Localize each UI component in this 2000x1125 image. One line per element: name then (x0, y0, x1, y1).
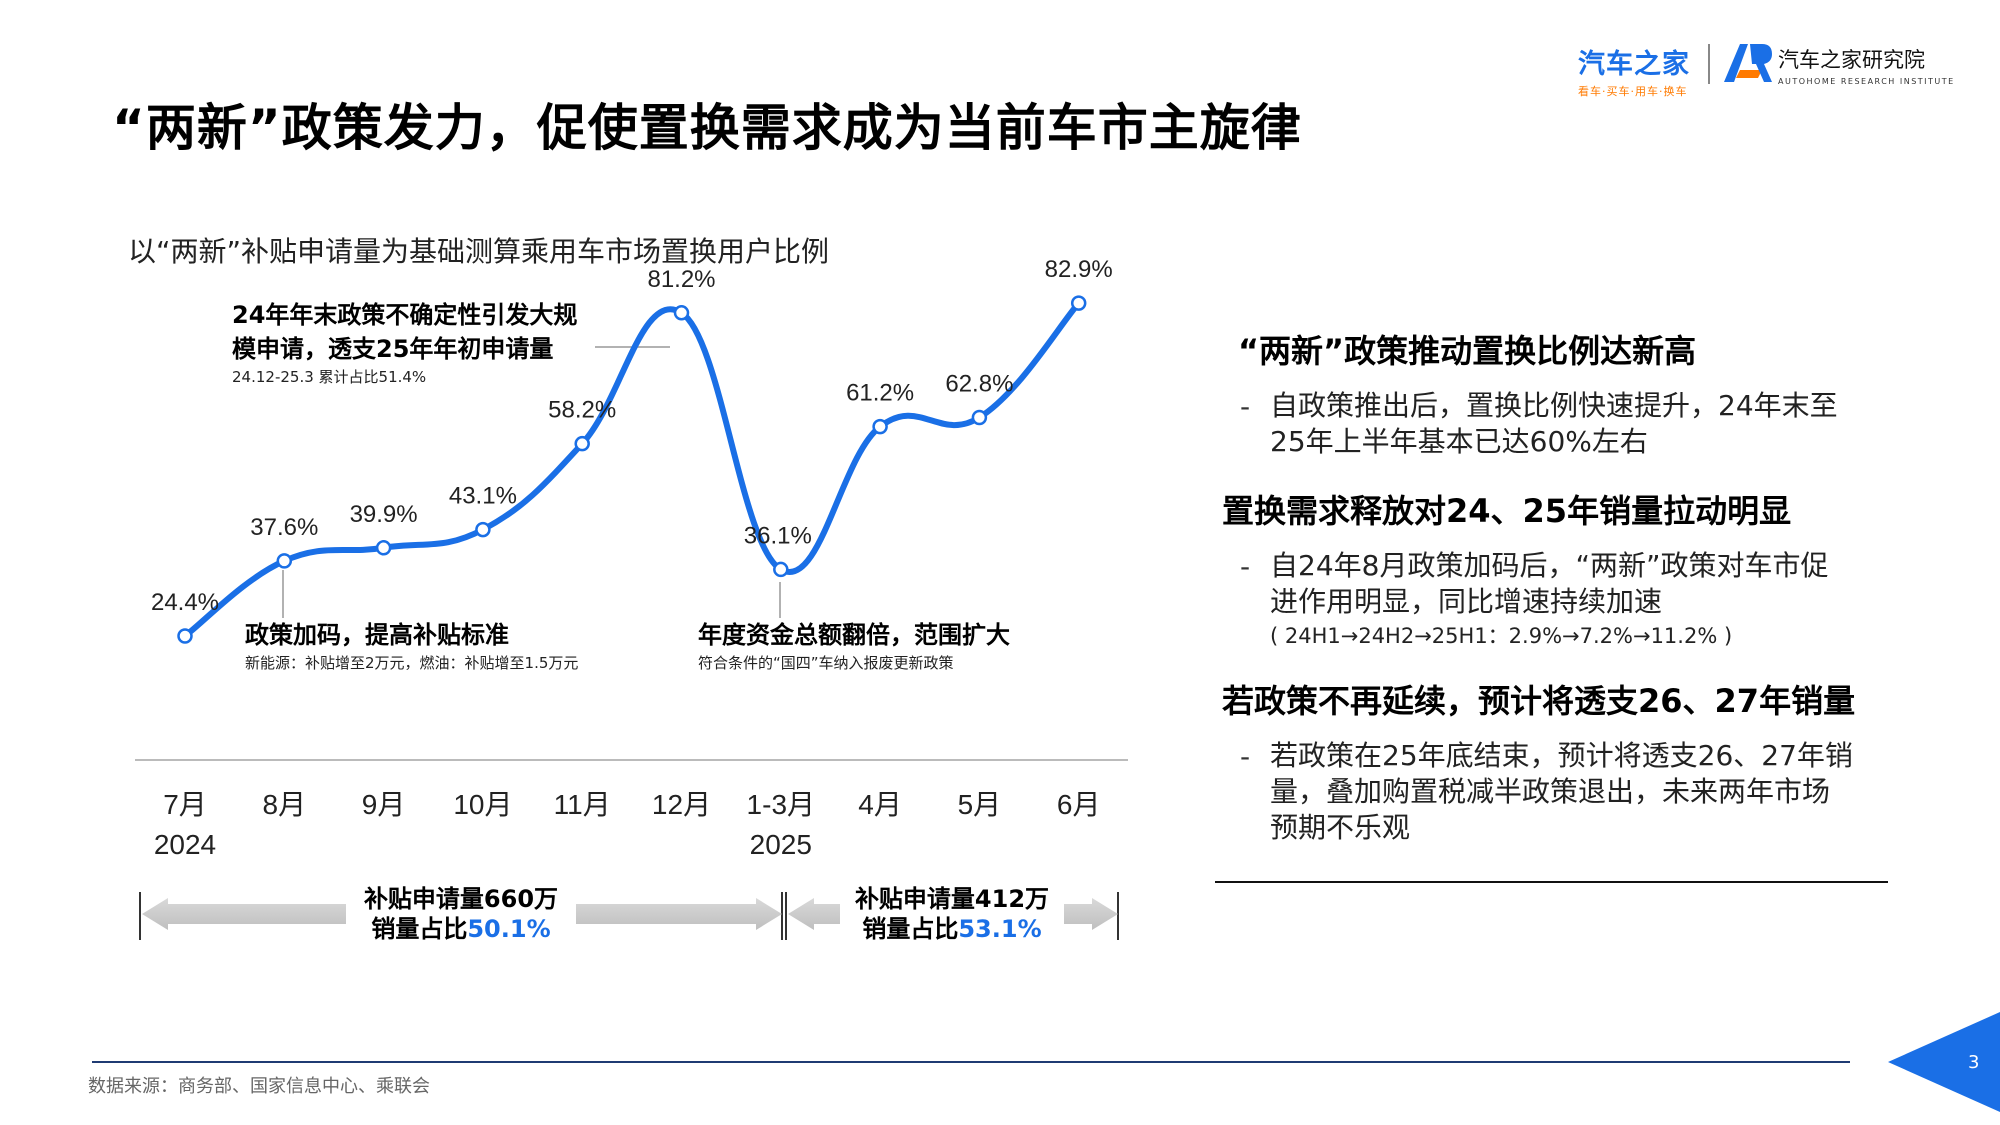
x-tick-label-2: 8月 (263, 789, 307, 820)
right-section-1-line1: 自政策推出后，置换比例快速提升，24年末至 (1270, 389, 1838, 422)
right-section-1-heading: “两新”政策推动置换比例达新高 (1238, 332, 1697, 370)
period-bar-1-prefix: 销量占比 (371, 915, 468, 943)
autohome-logo-slogan: 看车·买车·用车·换车 (1578, 85, 1688, 98)
right-section-2-line1: 自24年8月政策加码后，“两新”政策对车市促 (1270, 549, 1829, 582)
period-bar-1-line1: 补贴申请量660万 (363, 885, 559, 913)
annotation-1-sub: 24.12-25.3 累计占比51.4% (232, 368, 427, 386)
right-section-3-dash: - (1240, 740, 1251, 773)
annotation-3-line1: 年度资金总额翻倍，范围扩大 (698, 621, 1010, 649)
x-year-label-7: 2025 (750, 829, 812, 860)
annotation-1: 24年年末政策不确定性引发大规 模申请，透支25年年初申请量 24.12-25.… (232, 298, 577, 387)
data-label-6: 81.2% (647, 266, 715, 293)
x-tick-labels: 7月 2024 8月 9月 10月 11月 12月 1-3月 2025 4月 5月 6月 (154, 789, 1101, 860)
data-label-5: 58.2% (548, 397, 616, 424)
x-tick-label-6: 12月 (652, 789, 711, 820)
right-section-1-line2: 25年上半年基本已达60%左右 (1270, 425, 1648, 458)
annotation-2: 政策加码，提高补贴标准 新能源：补贴增至2万元，燃油：补贴增至1.5万元 (245, 618, 578, 673)
annotation-2-sub: 新能源：补贴增至2万元，燃油：补贴增至1.5万元 (245, 654, 579, 672)
right-section-3-heading: 若政策不再延续，预计将透支26、27年销量 (1222, 682, 1856, 720)
annotation-3-sub: 符合条件的“国四”车纳入报废更新政策 (698, 654, 954, 672)
chart-title: 以“两新”补贴申请量为基础测算乘用车市场置换用户比例 (128, 235, 830, 268)
data-label-8: 61.2% (846, 380, 914, 407)
page-title: “两新”政策发力，促使置换需求成为当前车市主旋律 (112, 99, 1302, 157)
annotation-3: 年度资金总额翻倍，范围扩大 符合条件的“国四”车纳入报废更新政策 (698, 618, 1010, 673)
annotation-2-line1: 政策加码，提高补贴标准 (245, 621, 509, 649)
x-tick-label-1: 7月 (163, 789, 207, 820)
right-section-2-line2: 进作用明显，同比增速持续加速 (1270, 585, 1663, 618)
logo-divider (1708, 44, 1710, 84)
data-label-9: 62.8% (945, 371, 1013, 398)
period-bar-2-label: 补贴申请量412万 销量占比53.1% (840, 884, 1064, 944)
right-section-2-dash: - (1240, 550, 1251, 583)
data-label-4: 43.1% (449, 483, 517, 510)
data-labels: 24.4% 37.6% 39.9% 43.1% 58.2% 81.2% 36.1% 61.2%… (151, 256, 1113, 616)
annotation-1-line2: 模申请，透支25年年初申请量 (232, 335, 554, 363)
data-point-5 (574, 435, 590, 452)
x-tick-label-7: 1-3月 (747, 789, 815, 820)
period-bar-1-label: 补贴申请量660万 销量占比50.1% (346, 884, 576, 944)
right-section-1-text: 自政策推出后，置换比例快速提升，24年末至 25年上半年基本已达60%左右 (1270, 388, 1838, 460)
x-tick-label-4: 10月 (453, 789, 512, 820)
data-point-2 (276, 553, 293, 569)
right-section-2-heading: 置换需求释放对24、25年销量拉动明显 (1222, 492, 1792, 530)
autohome-logo-name: 汽车之家 (1578, 49, 1690, 80)
right-section-2-extra: ( 24H1→24H2→25H1：2.9%→7.2%→11.2% ) (1270, 624, 1733, 648)
data-label-1: 24.4% (151, 589, 219, 616)
right-section-3-line1: 若政策在25年底结束，预计将透支26、27年销 (1270, 739, 1853, 772)
data-label-10: 82.9% (1045, 256, 1113, 283)
data-point-6 (673, 305, 690, 321)
annotation-1-line1: 24年年末政策不确定性引发大规 (232, 301, 578, 329)
data-label-3: 39.9% (350, 501, 418, 528)
page-number-triangle (1888, 1012, 2000, 1112)
research-institute-logo: 汽车之家研究院 AUTOHOME RESEARCH INSTITUTE (1722, 40, 1955, 86)
right-section-3-text: 若政策在25年底结束，预计将透支26、27年销 量，叠加购置税减半政策退出，未来… (1270, 738, 1853, 846)
period-bar-2-prefix: 销量占比 (862, 915, 959, 943)
period-bar-1-pct: 50.1% (467, 915, 551, 943)
data-point-4 (475, 521, 491, 538)
data-label-2: 37.6% (250, 514, 318, 541)
x-tick-label-9: 5月 (958, 789, 1002, 820)
x-tick-label-10: 6月 (1057, 789, 1101, 820)
data-points (177, 295, 1087, 644)
autohome-logo: 汽车之家 看车·买车·用车·换车 (1578, 42, 1690, 99)
data-point-7 (773, 561, 789, 578)
page-number: 3 (1968, 1052, 1980, 1073)
right-section-3-line2: 量，叠加购置税减半政策退出，未来两年市场 (1270, 775, 1831, 808)
ar-logo-icon (1724, 44, 1772, 82)
x-year-label-1: 2024 (154, 829, 216, 860)
x-tick-label-3: 9月 (362, 789, 406, 820)
source-note: 数据来源：商务部、国家信息中心、乘联会 (88, 1076, 430, 1097)
right-section-2-text: 自24年8月政策加码后，“两新”政策对车市促 进作用明显，同比增速持续加速 (1270, 548, 1828, 620)
research-logo-sub: AUTOHOME RESEARCH INSTITUTE (1778, 77, 1955, 86)
data-point-9 (971, 409, 988, 426)
right-section-3-line3: 预期不乐观 (1270, 811, 1411, 844)
x-tick-label-8: 4月 (858, 789, 902, 820)
data-point-1 (177, 628, 193, 644)
research-logo-name: 汽车之家研究院 (1778, 48, 1925, 72)
right-section-1-dash: - (1240, 390, 1251, 423)
data-point-3 (375, 540, 392, 556)
period-bar-2-pct: 53.1% (958, 915, 1042, 943)
data-point-10 (1070, 295, 1087, 311)
period-bar-2-line1: 补贴申请量412万 (854, 885, 1050, 913)
data-label-7: 36.1% (744, 522, 812, 549)
x-tick-label-5: 11月 (554, 789, 611, 820)
data-point-8 (872, 418, 888, 435)
